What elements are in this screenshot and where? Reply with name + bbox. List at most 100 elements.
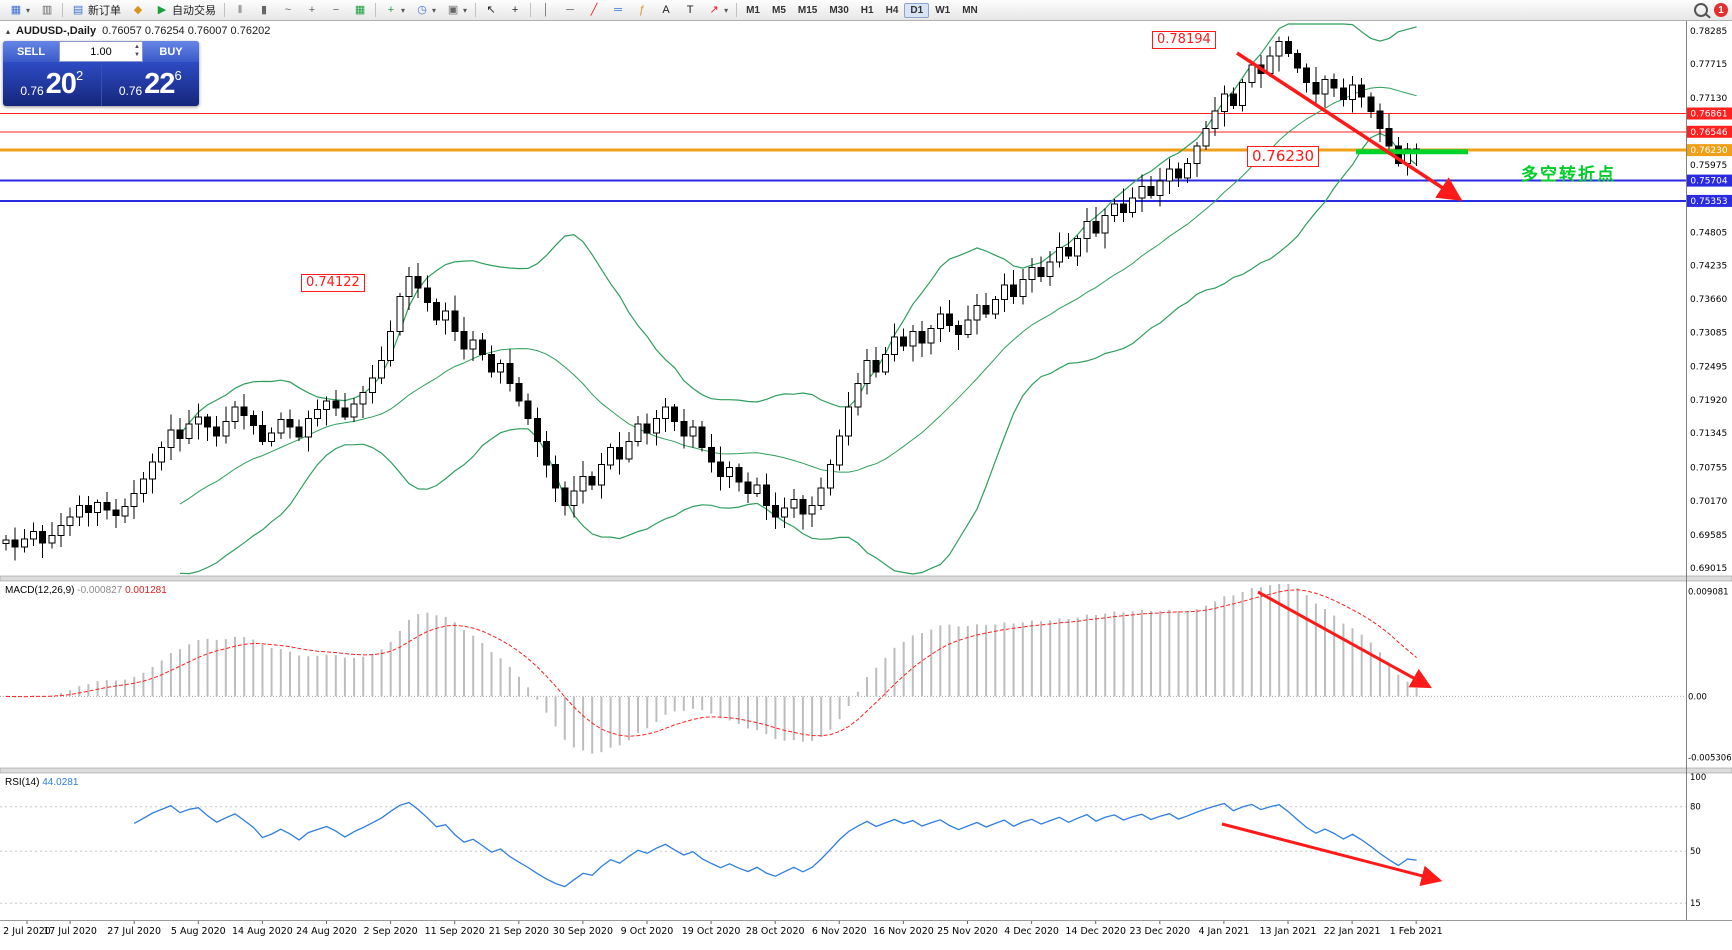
svg-text:22 Jan 2021: 22 Jan 2021: [1324, 926, 1381, 937]
svg-text:0.76230: 0.76230: [1690, 146, 1727, 156]
cursor-tool-button[interactable]: ↖: [479, 1, 503, 20]
timeframe-m5[interactable]: M5: [771, 4, 786, 16]
svg-text:11 Sep 2020: 11 Sep 2020: [425, 926, 485, 937]
new-order-button[interactable]: ▤ 新订单: [66, 1, 126, 20]
toolbar-separator: [530, 3, 532, 17]
timeframe-m1[interactable]: M1: [746, 4, 760, 16]
one-click-collapse-icon[interactable]: ▴: [6, 26, 11, 36]
autotrade-play-icon: ▶: [157, 3, 167, 16]
timeframe-h1[interactable]: H1: [860, 4, 874, 16]
autotrade-button[interactable]: ▶ 自动交易: [150, 1, 221, 20]
trendline-tool[interactable]: ╱: [582, 1, 606, 20]
crosshair-tool-button[interactable]: +: [503, 1, 527, 20]
svg-text:9 Oct 2020: 9 Oct 2020: [621, 926, 674, 937]
level-price-label[interactable]: 0.76230: [1247, 146, 1320, 167]
sell-price-display: 0.76 20 2: [3, 62, 102, 106]
volume-stepper[interactable]: ▲ ▼: [134, 43, 140, 59]
price-axis[interactable]: 0.78285 0.77715 0.77130 0.75975 0.74805 0.742…: [1687, 27, 1732, 574]
svg-text:0.70755: 0.70755: [1690, 463, 1727, 473]
svg-text:0.76861: 0.76861: [1690, 110, 1727, 120]
spin-up-icon[interactable]: ▲: [134, 44, 140, 50]
timeframe-w1[interactable]: W1: [935, 4, 951, 16]
new-order-icon: ▤: [72, 3, 84, 16]
svg-text:15: 15: [1690, 899, 1701, 909]
spin-down-icon[interactable]: ▼: [134, 52, 140, 58]
buy-price-display: 0.76 22 6: [102, 62, 200, 106]
buy-price-pip: 6: [174, 68, 182, 83]
timeframe-m30[interactable]: M30: [829, 4, 849, 16]
svg-text:0.71920: 0.71920: [1690, 396, 1727, 406]
notification-badge[interactable]: 1: [1714, 3, 1728, 17]
svg-text:24 Aug 2020: 24 Aug 2020: [296, 926, 357, 937]
bollinger-bands[interactable]: [179, 23, 1417, 575]
text-icon: A: [662, 3, 670, 16]
timeframe-m15[interactable]: M15: [797, 4, 818, 16]
trend-arrow-macd[interactable]: [1257, 590, 1432, 689]
crosshair-icon: +: [511, 3, 519, 16]
profiles-button[interactable]: ▥: [35, 1, 59, 20]
svg-text:0.75353: 0.75353: [1690, 197, 1727, 207]
chevron-down-icon: ▾: [401, 5, 406, 15]
clock-icon: ◷: [417, 3, 427, 16]
svg-text:100: 100: [1690, 773, 1706, 783]
candlestick-chart-icon: ▮: [260, 3, 268, 16]
macd-histogram[interactable]: [5, 584, 1418, 754]
volume-input[interactable]: 1.00 ▲ ▼: [59, 41, 143, 62]
rsi-value: 44.0281: [42, 777, 79, 788]
timeframe-h4[interactable]: H4: [885, 4, 899, 16]
svg-text:0.75975: 0.75975: [1690, 161, 1727, 171]
mql5-button[interactable]: ◆: [126, 1, 150, 20]
one-click-trading-panel: SELL 1.00 ▲ ▼ BUY 0.76 20 2 0.76 22 6: [3, 41, 199, 106]
timeframe-d1[interactable]: D1: [904, 2, 930, 18]
line-chart-icon: ~: [284, 3, 292, 16]
fibonacci-tool[interactable]: ƒ: [630, 1, 654, 20]
svg-text:0.69585: 0.69585: [1690, 531, 1727, 541]
svg-text:14 Aug 2020: 14 Aug 2020: [232, 926, 293, 937]
indicators-button[interactable]: + ▾: [379, 1, 410, 20]
rsi-label: RSI(14) 44.0281: [5, 777, 78, 788]
sell-price-big: 20: [45, 67, 77, 100]
panel-separator[interactable]: [0, 767, 1732, 774]
svg-text:4 Dec 2020: 4 Dec 2020: [1004, 926, 1059, 937]
tile-windows-button[interactable]: ▦: [348, 1, 372, 20]
symbol-name: AUDUSD-,Daily: [16, 25, 97, 37]
rsi-line[interactable]: [133, 801, 1417, 888]
trend-arrow-rsi[interactable]: [1221, 822, 1443, 887]
label-tool[interactable]: T: [678, 1, 702, 20]
text-tool[interactable]: A: [654, 1, 678, 20]
line-chart-button[interactable]: ~: [276, 1, 300, 20]
zoom-out-button[interactable]: −: [324, 1, 348, 20]
arrow-shape-icon: ↗: [709, 3, 719, 16]
buy-button[interactable]: BUY: [143, 41, 199, 62]
shapes-tool[interactable]: ↗ ▾: [702, 1, 733, 20]
sell-button[interactable]: SELL: [3, 41, 59, 62]
trend-arrow-price[interactable]: [1236, 51, 1463, 201]
panel-separator[interactable]: [0, 575, 1732, 582]
bar-chart-button[interactable]: ‖: [228, 1, 252, 20]
svg-text:0.69015: 0.69015: [1690, 564, 1727, 574]
new-chart-button[interactable]: ▦ ▾: [4, 1, 35, 20]
svg-text:16 Nov 2020: 16 Nov 2020: [873, 926, 934, 937]
horizontal-line-icon: ─: [566, 3, 574, 16]
templates-button[interactable]: ▣ ▾: [441, 1, 472, 20]
svg-text:0.77130: 0.77130: [1690, 94, 1727, 104]
candlestick-chart-button[interactable]: ▮: [252, 1, 276, 20]
zoom-in-button[interactable]: +: [300, 1, 324, 20]
new-order-label: 新订单: [88, 5, 122, 17]
swing-price-label[interactable]: 0.74122: [301, 274, 365, 292]
search-icon[interactable]: [1694, 3, 1708, 17]
tile-windows-icon: ▦: [354, 3, 366, 16]
peak-price-label[interactable]: 0.78194: [1152, 31, 1216, 49]
macd-signal-line[interactable]: [5, 589, 1417, 737]
template-icon: ▣: [447, 3, 459, 16]
svg-text:0.73660: 0.73660: [1690, 295, 1727, 305]
vertical-line-tool[interactable]: │: [534, 1, 558, 20]
turning-point-note[interactable]: 多空转折点: [1521, 165, 1616, 184]
svg-text:0.009081: 0.009081: [1688, 588, 1729, 598]
timeframe-mn[interactable]: MN: [962, 4, 978, 16]
periods-button[interactable]: ◷ ▾: [410, 1, 441, 20]
horizontal-line-tool[interactable]: ─: [558, 1, 582, 20]
channel-tool[interactable]: ═: [606, 1, 630, 20]
